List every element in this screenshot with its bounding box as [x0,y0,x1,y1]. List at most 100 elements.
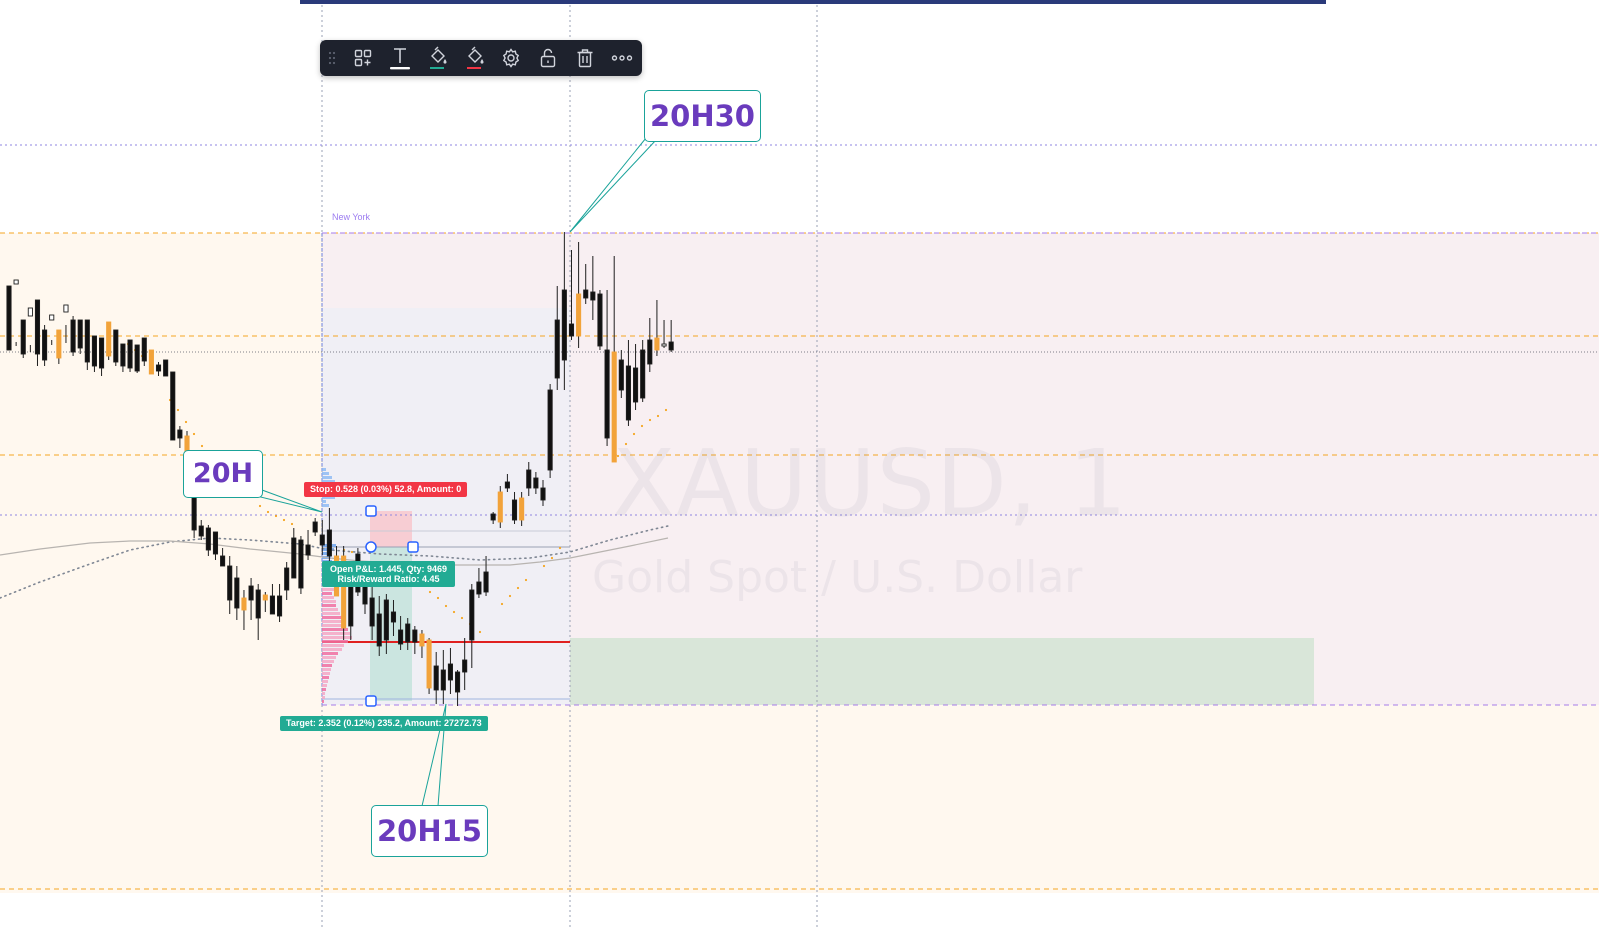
candle [205,525,211,556]
candle [106,321,112,360]
candle [405,618,411,650]
templates-icon [354,49,371,67]
templates-button[interactable] [344,40,381,76]
candle [511,492,518,524]
volume-row [322,472,329,475]
candle [99,337,105,376]
candle [590,256,596,320]
candle [390,600,397,636]
lock-icon [540,48,555,68]
candle [148,349,154,375]
candle [426,638,432,694]
pnl-line: Open P&L: 1.445, Qty: 9469 [330,564,448,574]
callout-pointer [421,703,447,807]
volume-row [322,588,336,591]
candle [533,472,539,494]
candle [269,584,275,615]
volume-row [322,660,334,663]
candle [212,531,219,560]
candle [462,638,468,690]
candle [34,299,41,366]
candle [398,616,404,650]
callout-20h[interactable]: 20H [183,450,263,498]
volume-row [322,480,335,483]
volume-row [322,680,328,683]
width-handle[interactable] [407,541,419,553]
candle [155,362,162,376]
settings-button[interactable] [492,40,529,76]
volume-row [322,632,350,635]
candle [547,384,553,478]
delete-button[interactable] [566,40,603,76]
more-button[interactable] [603,40,640,76]
volume-row [322,664,332,667]
candle [633,344,639,410]
volume-row [322,600,336,603]
candle [568,250,575,340]
volume-row [322,624,346,627]
candle [77,319,83,354]
volume-row [322,692,325,695]
candle [554,286,560,390]
text-style-button[interactable] [381,40,418,76]
candle [654,300,660,356]
candle [27,307,33,352]
volume-row [322,636,352,639]
candle [234,566,240,620]
fill-color-icon [429,46,446,69]
callout-20h15[interactable]: 20H15 [371,805,488,857]
candle [20,319,26,358]
volume-row [322,616,342,619]
volume-row [322,496,335,499]
drawing-toolbar [320,40,642,76]
candle [576,242,582,348]
stop-zone [370,511,412,547]
candle [262,592,268,612]
volume-row [322,476,332,479]
pnl-label: Open P&L: 1.445, Qty: 9469 Risk/Reward R… [322,561,456,587]
candle [540,480,546,506]
stop-label: Stop: 0.528 (0.03%) 52.8, Amount: 0 [304,482,468,497]
target-handle[interactable] [365,695,377,707]
candle [134,344,140,373]
volume-row [322,656,336,659]
candle [141,337,147,366]
volume-row [322,500,326,503]
candle [469,584,475,668]
candle [13,279,19,346]
line-color-button[interactable] [455,40,492,76]
candle [326,508,332,566]
candle [433,652,439,704]
volume-row [322,640,348,643]
volume-row [322,552,330,555]
candle [483,556,489,596]
stop-handle[interactable] [365,505,377,517]
volume-row [322,608,338,611]
text-icon [389,48,410,70]
candle [198,520,204,540]
lock-button[interactable] [529,40,566,76]
volume-row [322,652,338,655]
candle [369,584,375,640]
symbol-watermark: XAUUSD, 1 [612,430,1128,537]
candle [583,264,589,304]
ema-dotted-line [0,525,669,599]
candle [42,325,48,366]
candle [284,562,290,600]
volume-row [322,620,344,623]
drag-grip-icon[interactable] [320,40,344,76]
candle [277,584,283,622]
candle [526,462,532,496]
candle [312,518,318,536]
candle [120,343,126,372]
fill-color-button[interactable] [418,40,455,76]
window-top-accent [300,0,1326,4]
entry-handle[interactable] [365,541,377,553]
candle [319,520,325,555]
callout-20h30[interactable]: 20H30 [644,90,761,142]
settings-icon [502,48,519,68]
candle [440,650,446,704]
candle [490,512,496,524]
